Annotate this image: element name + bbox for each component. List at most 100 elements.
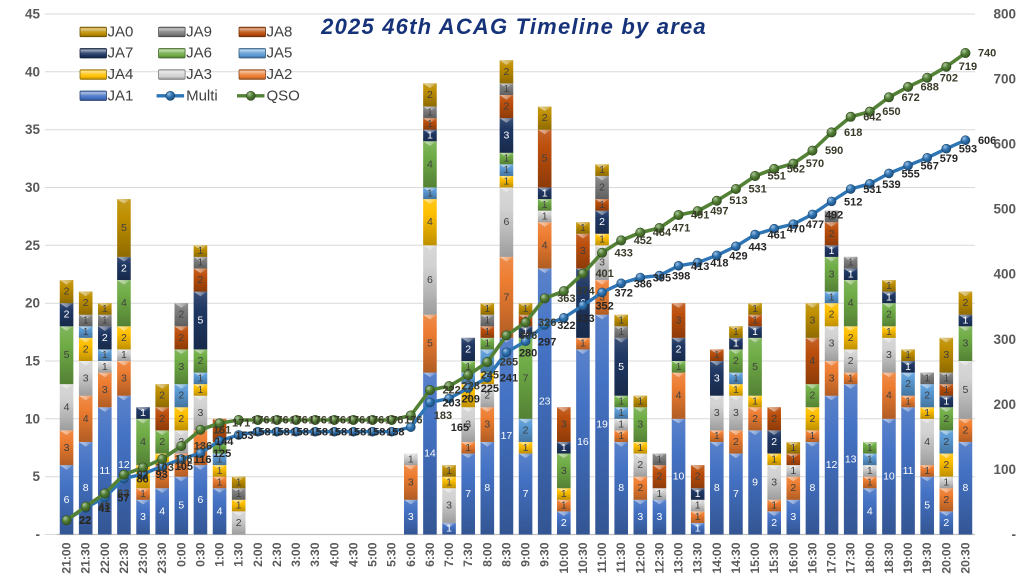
svg-text:513: 513 [729, 195, 747, 207]
svg-text:1: 1 [504, 153, 510, 165]
svg-text:176: 176 [289, 414, 307, 426]
svg-text:1: 1 [236, 488, 242, 500]
svg-text:688: 688 [921, 81, 939, 93]
svg-text:740: 740 [978, 48, 996, 60]
svg-text:3: 3 [963, 338, 969, 350]
svg-text:2: 2 [178, 309, 184, 321]
svg-text:1: 1 [83, 315, 89, 327]
svg-text:158: 158 [271, 427, 289, 439]
svg-text:1: 1 [102, 361, 108, 373]
svg-text:1: 1 [561, 442, 567, 454]
svg-text:1: 1 [561, 488, 567, 500]
svg-text:2: 2 [771, 517, 777, 529]
svg-text:15:00: 15:00 [748, 542, 762, 573]
svg-text:13:30: 13:30 [691, 542, 705, 573]
svg-text:5:00: 5:00 [366, 542, 380, 567]
svg-text:1: 1 [465, 361, 471, 373]
svg-text:1: 1 [943, 384, 949, 396]
svg-text:209: 209 [462, 394, 480, 406]
svg-text:245: 245 [481, 370, 499, 382]
svg-text:1: 1 [140, 407, 146, 419]
svg-text:3: 3 [829, 338, 835, 350]
svg-text:6:30: 6:30 [423, 542, 437, 567]
svg-text:1: 1 [236, 500, 242, 512]
svg-text:1: 1 [848, 372, 854, 384]
svg-text:1: 1 [733, 372, 739, 384]
svg-text:2: 2 [886, 309, 892, 321]
svg-text:3: 3 [121, 372, 127, 384]
svg-text:7: 7 [523, 372, 529, 384]
svg-text:176: 176 [366, 414, 384, 426]
svg-text:1: 1 [905, 361, 911, 373]
svg-text:1: 1 [217, 453, 223, 465]
svg-text:4: 4 [217, 505, 223, 517]
svg-text:1: 1 [637, 442, 643, 454]
svg-text:4: 4 [427, 216, 433, 228]
svg-text:7: 7 [523, 488, 529, 500]
svg-text:2: 2 [848, 355, 854, 367]
svg-text:1: 1 [523, 326, 529, 338]
svg-text:12: 12 [826, 459, 838, 471]
svg-text:719: 719 [959, 61, 977, 73]
svg-text:1: 1 [484, 338, 490, 350]
svg-text:228: 228 [462, 381, 480, 393]
svg-text:19:30: 19:30 [920, 542, 934, 573]
svg-text:2: 2 [83, 343, 89, 355]
svg-text:165: 165 [451, 422, 469, 434]
svg-text:16:30: 16:30 [805, 542, 819, 573]
svg-text:2: 2 [637, 459, 643, 471]
svg-text:555: 555 [901, 168, 919, 180]
svg-text:22: 22 [79, 515, 91, 527]
svg-text:241: 241 [500, 373, 518, 385]
svg-text:3: 3 [733, 407, 739, 419]
svg-text:20:30: 20:30 [958, 542, 972, 573]
svg-text:2:30: 2:30 [270, 542, 284, 567]
svg-text:1: 1 [580, 338, 586, 350]
svg-text:176: 176 [347, 414, 365, 426]
svg-text:176: 176 [309, 414, 327, 426]
svg-text:372: 372 [615, 287, 633, 299]
svg-text:1: 1 [943, 372, 949, 384]
svg-text:103: 103 [156, 462, 174, 474]
svg-text:3: 3 [943, 349, 949, 361]
svg-text:300: 300 [993, 332, 1016, 347]
svg-text:2: 2 [64, 286, 70, 298]
svg-text:1: 1 [829, 245, 835, 257]
svg-text:1: 1 [102, 349, 108, 361]
svg-text:1: 1 [905, 395, 911, 407]
svg-text:86: 86 [136, 474, 148, 486]
svg-text:2: 2 [178, 413, 184, 425]
svg-text:10: 10 [673, 471, 685, 483]
svg-text:3: 3 [599, 291, 605, 303]
svg-text:5: 5 [198, 315, 204, 327]
svg-text:452: 452 [634, 235, 652, 247]
svg-text:3:30: 3:30 [308, 542, 322, 567]
svg-text:2: 2 [504, 66, 510, 78]
svg-text:1: 1 [427, 187, 433, 199]
svg-text:1: 1 [771, 453, 777, 465]
svg-text:2: 2 [943, 494, 949, 506]
svg-text:6: 6 [427, 274, 433, 286]
svg-text:280: 280 [519, 347, 537, 359]
svg-text:2: 2 [676, 343, 682, 355]
svg-text:116: 116 [175, 454, 193, 466]
svg-text:7:00: 7:00 [442, 542, 456, 567]
svg-text:4: 4 [924, 436, 930, 448]
svg-text:8: 8 [810, 482, 816, 494]
svg-text:539: 539 [882, 179, 900, 191]
svg-text:18:00: 18:00 [863, 542, 877, 573]
svg-text:401: 401 [595, 268, 613, 280]
svg-text:2: 2 [504, 101, 510, 113]
svg-text:1: 1 [618, 430, 624, 442]
svg-text:4: 4 [542, 239, 548, 251]
svg-text:1: 1 [504, 83, 510, 95]
svg-text:2: 2 [637, 482, 643, 494]
svg-text:JA2: JA2 [267, 66, 293, 83]
svg-text:176: 176 [404, 414, 422, 426]
svg-text:326: 326 [538, 317, 556, 329]
svg-text:2: 2 [943, 413, 949, 425]
svg-text:15:30: 15:30 [767, 542, 781, 573]
svg-text:1: 1 [523, 442, 529, 454]
svg-text:1: 1 [752, 315, 758, 327]
svg-text:2: 2 [178, 459, 184, 471]
